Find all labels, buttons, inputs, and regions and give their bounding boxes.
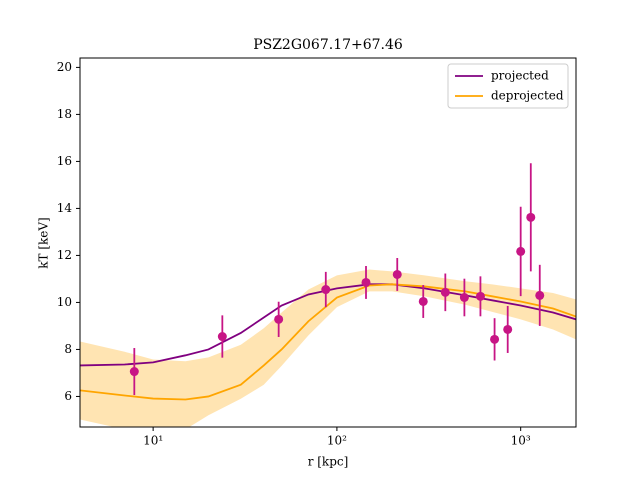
y-tick-label: 10 — [57, 295, 72, 309]
data-point — [440, 287, 450, 297]
y-tick-label: 12 — [57, 248, 72, 262]
confidence-band — [80, 269, 576, 427]
data-point — [516, 246, 526, 256]
data-point — [129, 367, 139, 377]
y-axis-label: kT [keV] — [37, 217, 51, 269]
legend-label: deprojected — [491, 89, 564, 103]
chart-title: PSZ2G067.17+67.46 — [253, 37, 403, 53]
series-line — [80, 283, 576, 401]
x-tick-label: 10² — [327, 434, 347, 448]
y-tick-label: 6 — [64, 389, 72, 403]
data-point — [217, 332, 227, 342]
y-tick-label: 20 — [57, 60, 72, 74]
data-point — [392, 269, 402, 279]
data-point — [490, 334, 500, 344]
y-tick-label: 14 — [57, 201, 73, 215]
data-point — [535, 290, 545, 300]
x-tick-label: 10¹ — [143, 434, 163, 448]
x-tick-label: 10³ — [511, 434, 531, 448]
data-point — [321, 285, 331, 295]
legend-label: projected — [491, 69, 549, 83]
data-point — [418, 296, 428, 306]
x-axis-label: r [kpc] — [308, 455, 349, 469]
plot-area — [80, 163, 576, 427]
legend-box — [447, 63, 569, 109]
data-point — [459, 292, 469, 302]
legend: projected deprojected — [447, 63, 569, 109]
y-tick-label: 18 — [57, 107, 72, 121]
data-point — [361, 277, 371, 287]
data-point — [475, 291, 485, 301]
y-tick-label: 8 — [64, 342, 72, 356]
axes-frame — [79, 57, 577, 428]
data-point — [526, 212, 536, 222]
data-point — [503, 324, 513, 334]
y-tick-label: 16 — [57, 154, 72, 168]
data-point — [274, 314, 284, 324]
